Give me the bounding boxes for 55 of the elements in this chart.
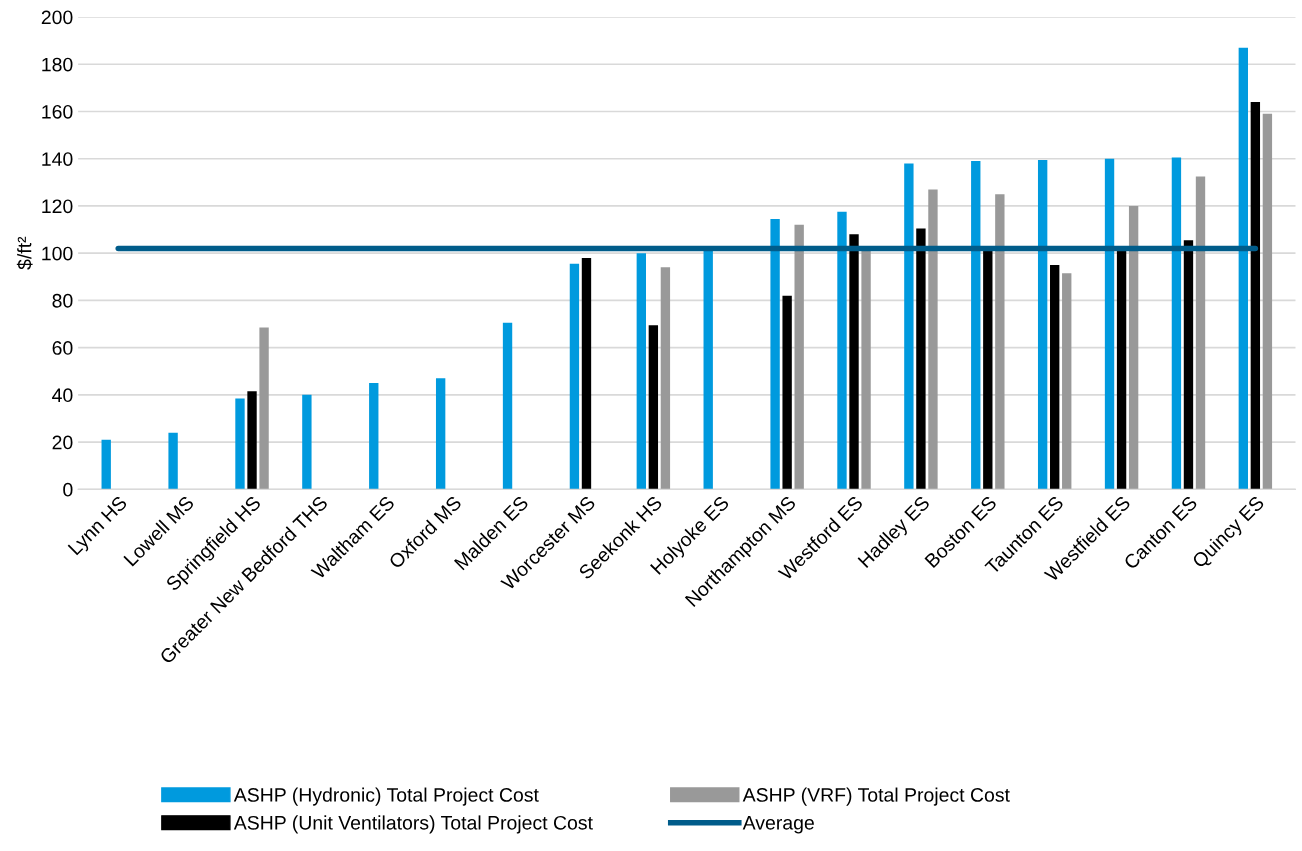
bar bbox=[636, 253, 646, 490]
bar bbox=[660, 267, 671, 490]
y-tick-label: 100 bbox=[42, 246, 73, 261]
y-tick-label: 160 bbox=[42, 104, 73, 119]
bar bbox=[770, 218, 780, 490]
bar bbox=[995, 194, 1005, 490]
bar bbox=[648, 325, 659, 490]
y-tick-label: 120 bbox=[42, 199, 73, 214]
bar bbox=[369, 383, 379, 490]
y-tick-label: 180 bbox=[42, 57, 73, 72]
bar bbox=[1062, 273, 1072, 490]
bar bbox=[1195, 176, 1206, 490]
legend-label: Average bbox=[742, 816, 814, 834]
bar bbox=[1183, 240, 1194, 490]
legend-label: ASHP (Hydronic) Total Project Cost bbox=[233, 787, 539, 806]
bar bbox=[1050, 264, 1060, 490]
bar bbox=[302, 394, 312, 490]
bar bbox=[794, 224, 804, 490]
bar bbox=[235, 398, 245, 490]
y-tick-label: 20 bbox=[52, 435, 73, 450]
bar bbox=[259, 327, 269, 490]
bar bbox=[983, 250, 993, 490]
bar bbox=[861, 250, 871, 490]
bar bbox=[581, 257, 592, 490]
bar bbox=[1262, 113, 1273, 490]
bar bbox=[569, 263, 580, 490]
bar bbox=[916, 228, 926, 490]
bar bbox=[435, 378, 446, 490]
bar bbox=[837, 211, 847, 490]
bar bbox=[904, 163, 914, 490]
legend-label: ASHP (VRF) Total Project Cost bbox=[742, 787, 1010, 806]
bar bbox=[928, 189, 938, 490]
bar bbox=[971, 161, 981, 490]
y-tick-label: 140 bbox=[42, 152, 73, 166]
y-tick-label: 60 bbox=[52, 341, 73, 355]
y-tick-label: 0 bbox=[63, 482, 73, 497]
bar bbox=[1104, 158, 1115, 490]
bar bbox=[247, 391, 257, 490]
y-tick-label: 40 bbox=[52, 388, 73, 403]
y-axis-title: $/ft² bbox=[16, 236, 33, 270]
bar bbox=[1116, 250, 1127, 490]
bar bbox=[849, 234, 859, 490]
bar bbox=[101, 439, 111, 490]
bar bbox=[1238, 47, 1248, 490]
bar bbox=[1037, 159, 1048, 490]
bar bbox=[502, 322, 513, 490]
bar bbox=[782, 295, 792, 490]
y-tick-label: 200 bbox=[41, 10, 73, 25]
legend-label: ASHP (Unit Ventilators) Total Project Cost bbox=[233, 815, 593, 834]
bar bbox=[168, 432, 178, 490]
bar bbox=[1171, 157, 1182, 490]
bar bbox=[1128, 205, 1139, 490]
bar bbox=[1250, 102, 1261, 490]
bar bbox=[703, 250, 713, 490]
y-tick-label: 80 bbox=[52, 293, 73, 308]
